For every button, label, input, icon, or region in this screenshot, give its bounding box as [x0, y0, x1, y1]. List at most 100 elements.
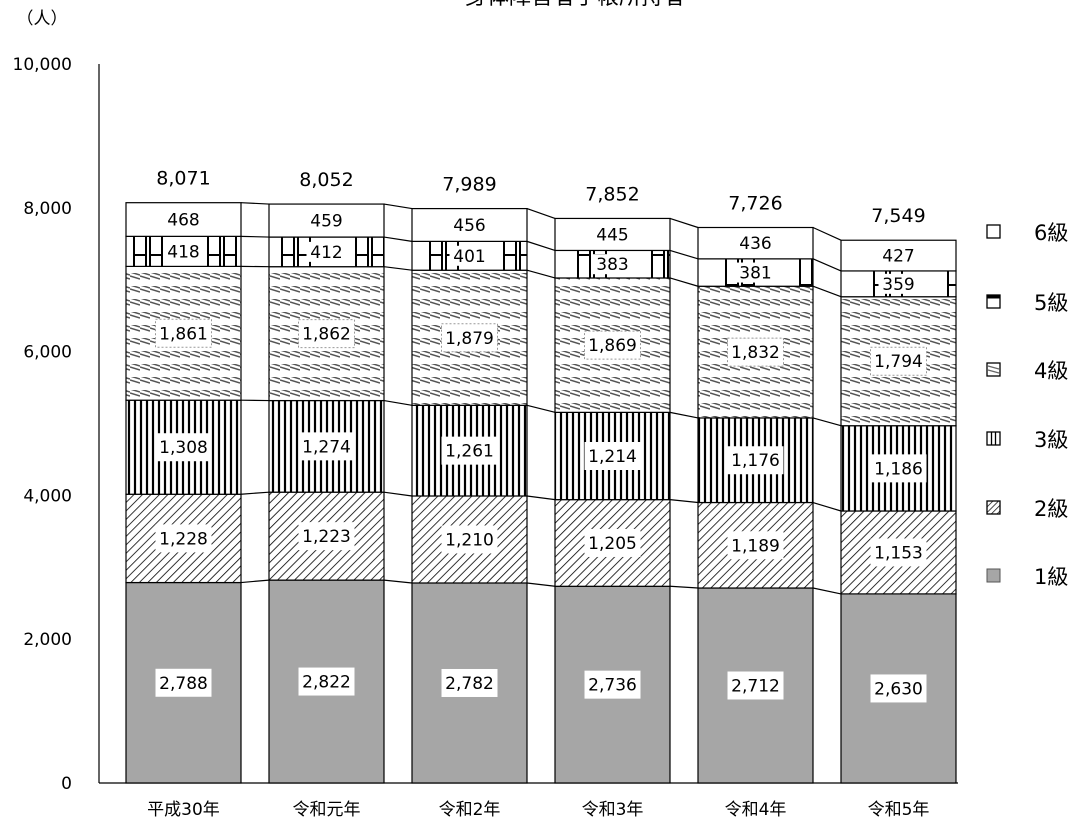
data-label: 456 [453, 216, 485, 236]
data-label: 401 [453, 247, 485, 267]
data-label: 2,712 [731, 677, 780, 697]
label-box [727, 531, 784, 560]
bars [125, 202, 957, 784]
label-box [592, 254, 633, 275]
series-line [526, 240, 556, 252]
data-label: 1,879 [445, 329, 494, 349]
series-line [812, 258, 842, 272]
y-tick-label: 10,000 [13, 55, 72, 75]
legend-swatch [986, 362, 1001, 377]
data-label: 1,832 [731, 343, 780, 363]
data-label: 1,261 [445, 442, 494, 462]
legend-label: 5級 [1034, 291, 1068, 315]
label-box [441, 668, 498, 697]
label-box [155, 318, 212, 348]
series-line [383, 203, 413, 210]
label-box [298, 319, 355, 349]
series-line [526, 404, 556, 413]
series-line [812, 285, 842, 298]
bar-segment [411, 582, 528, 784]
data-label: 1,869 [588, 336, 637, 356]
legend-label: 3級 [1034, 428, 1068, 452]
x-tick-label: 令和4年 [725, 800, 787, 820]
x-tick-label: 平成30年 [147, 800, 220, 820]
data-label: 383 [596, 255, 628, 275]
label-box [584, 330, 641, 360]
series-line [383, 399, 413, 406]
label-box [155, 524, 212, 553]
y-axis-unit: （人） [17, 9, 68, 29]
data-label: 1,274 [302, 437, 351, 457]
series-line [240, 235, 270, 238]
total-label: 8,071 [156, 168, 210, 190]
y-tick-label: 4,000 [23, 486, 72, 506]
data-labels: 2,788 1,228 1,308 1,861 418 468 8,071 2,822 1,22… [155, 168, 927, 703]
label-box [449, 245, 490, 266]
data-label: 2,630 [874, 679, 923, 699]
y-tick-label: 2,000 [23, 630, 72, 650]
legend-swatch [986, 568, 1001, 583]
bar-segment [840, 239, 957, 272]
series-line [240, 202, 270, 205]
series-line [526, 208, 556, 220]
legend-swatch [986, 224, 1001, 239]
legend-swatch-line [987, 369, 1000, 374]
label-box [584, 670, 641, 699]
label-box [735, 262, 776, 283]
label-box [870, 538, 927, 567]
series-line [669, 411, 699, 419]
legend: 6級 5級 4級 3級 2級 1級 [986, 221, 1068, 589]
series-line [383, 236, 413, 242]
data-label: 2,782 [445, 674, 494, 694]
series-line [812, 417, 842, 427]
series-line [812, 501, 842, 512]
data-label: 427 [882, 247, 914, 267]
data-label: 412 [310, 243, 342, 263]
bar-segment [411, 207, 528, 242]
data-label: 1,214 [588, 447, 637, 467]
legend-swatch-bar [987, 295, 1000, 299]
series-line [669, 217, 699, 229]
total-label: 7,726 [728, 193, 782, 215]
legend-label: 6級 [1034, 221, 1068, 245]
data-label: 1,176 [731, 451, 780, 471]
data-label: 1,861 [159, 324, 208, 344]
data-label: 1,228 [159, 529, 208, 549]
data-label: 1,205 [588, 534, 637, 554]
series-line [383, 266, 413, 271]
label-box [870, 674, 927, 703]
label-box [727, 446, 784, 475]
series-line [669, 249, 699, 260]
data-label: 2,822 [302, 673, 351, 693]
data-label: 1,308 [159, 438, 208, 458]
data-label: 436 [739, 234, 771, 254]
series-line [526, 269, 556, 279]
label-box [441, 436, 498, 465]
label-box [441, 525, 498, 554]
data-label: 418 [167, 242, 199, 262]
x-tick-label: 令和3年 [582, 800, 644, 820]
label-box [163, 241, 204, 262]
data-label: 1,186 [874, 459, 923, 479]
label-box [870, 346, 927, 376]
data-label: 459 [310, 212, 342, 232]
series-line [526, 582, 556, 587]
label-box [298, 667, 355, 696]
x-tick-label: 令和2年 [439, 800, 501, 820]
y-tick-label: 0 [61, 774, 72, 794]
y-tick-label: 8,000 [23, 199, 72, 219]
y-tick-labels: 0 2,000 4,000 6,000 8,000 10,000 [13, 55, 72, 794]
label-box [306, 241, 347, 262]
x-tick-label: 令和5年 [868, 800, 930, 820]
legend-swatch [986, 500, 1001, 515]
series-lines [240, 202, 842, 595]
y-tick-label: 6,000 [23, 343, 72, 363]
series-line [383, 491, 413, 497]
data-label: 1,794 [874, 352, 923, 372]
label-box [727, 337, 784, 367]
label-box [155, 668, 212, 697]
data-label: 1,210 [445, 530, 494, 550]
legend-label: 1級 [1034, 565, 1068, 589]
legend-swatch [986, 431, 1001, 446]
